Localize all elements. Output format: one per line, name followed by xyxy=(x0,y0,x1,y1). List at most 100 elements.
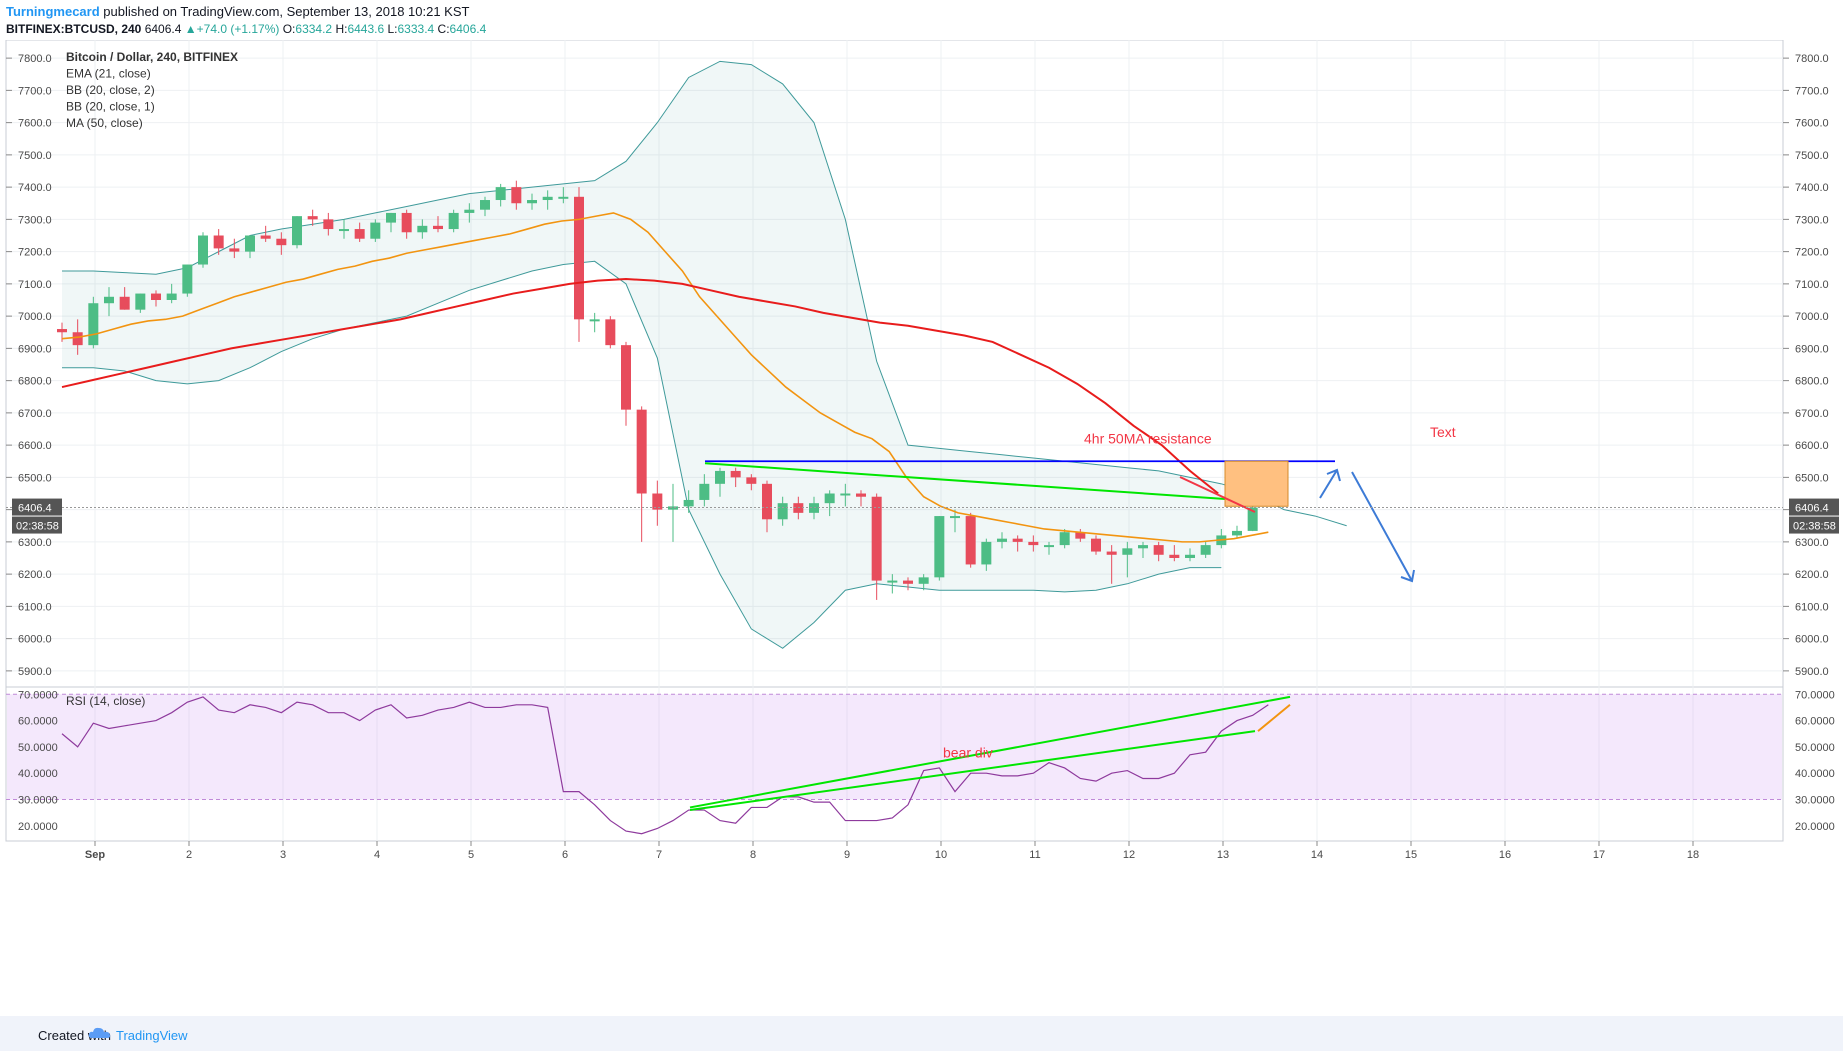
candle-body xyxy=(824,493,835,504)
chart-canvas[interactable]: 7800.0 7800.0 7700.0 7700.0 7600.0 7600.0 7500… xyxy=(0,40,1843,1016)
rsi-tick-label-right: 20.0000 xyxy=(1795,821,1835,833)
time-tick-label: 13 xyxy=(1217,849,1229,861)
bollinger-lower-line xyxy=(62,260,1222,649)
candle-body xyxy=(104,296,114,304)
bear-div-annotation: bear div xyxy=(943,744,993,760)
candle-body xyxy=(903,580,913,584)
candle-body xyxy=(417,225,428,233)
price-tick-label-right: 7800.0 xyxy=(1795,53,1829,65)
time-tick-label: Sep xyxy=(85,849,105,861)
price-tick-label-left: 5900.0 xyxy=(18,666,52,678)
candle-body xyxy=(683,499,694,507)
rsi-tick-label-left: 30.0000 xyxy=(18,795,58,807)
candle-body xyxy=(370,222,381,239)
symbol-label: BITFINEX:BTCUSD, 240 xyxy=(6,22,142,36)
ohlc-low-value: 6333.4 xyxy=(397,22,435,36)
time-tick-label: 18 xyxy=(1687,849,1699,861)
candle-body xyxy=(245,235,255,252)
price-tick-label-right: 6500.0 xyxy=(1795,472,1829,484)
candle-body xyxy=(1075,532,1086,539)
price-tick-label-right: 6800.0 xyxy=(1795,376,1829,388)
candle-body xyxy=(182,264,193,294)
time-tick-label: 6 xyxy=(562,849,568,861)
time-tick-label: 11 xyxy=(1029,849,1040,861)
target-box xyxy=(1224,460,1289,507)
candle-body xyxy=(856,493,866,497)
ohlc-close-label: C: xyxy=(437,22,450,36)
countdown-tag-text: 02:38:58 xyxy=(16,521,59,533)
candle-body xyxy=(1232,530,1242,536)
candle-body xyxy=(589,319,600,322)
candle-body xyxy=(307,216,318,220)
candle-body xyxy=(652,493,663,510)
countdown-tag-right xyxy=(1789,516,1839,534)
candle-body xyxy=(715,470,725,484)
candle-body xyxy=(965,516,976,565)
author-link[interactable]: Turningmecard xyxy=(6,4,100,19)
candle-body xyxy=(950,516,960,519)
ohlc-high-label: H: xyxy=(335,22,348,36)
created-with-label: Created with xyxy=(38,1028,111,1043)
price-tick-label-left: 6900.0 xyxy=(18,343,52,355)
price-tick-label-left: 6700.0 xyxy=(18,408,52,420)
price-tick-label-right: 7600.0 xyxy=(1795,118,1829,130)
candle-body xyxy=(1059,532,1070,546)
candle-body xyxy=(119,296,130,310)
candle-body xyxy=(339,229,349,232)
last-price-tag-right xyxy=(1789,498,1839,516)
candle-body xyxy=(777,503,788,520)
price-tick-label-left: 6800.0 xyxy=(18,376,52,388)
price-tick-label-left: 6100.0 xyxy=(18,601,52,613)
ohlc-open-label: O: xyxy=(282,22,296,36)
candle-body xyxy=(1200,545,1211,555)
rsi-tick-label-left: 20.0000 xyxy=(18,821,58,833)
candle-body xyxy=(1122,548,1133,555)
candle-body xyxy=(1169,554,1180,558)
price-tick-label-right: 6300.0 xyxy=(1795,537,1829,549)
rsi-pane xyxy=(5,686,1784,842)
legend-entry: Bitcoin / Dollar, 240, BITFINEX xyxy=(66,50,238,64)
price-tick-label-right: 6900.0 xyxy=(1795,343,1829,355)
candle-body xyxy=(542,196,553,201)
change-value: +74.0 (+1.17%) xyxy=(196,22,280,36)
time-tick-label: 17 xyxy=(1593,849,1605,861)
candle-body xyxy=(699,483,710,500)
legend-entry: BB (20, close, 2) xyxy=(66,83,155,97)
price-tick-label-left: 7000.0 xyxy=(18,311,52,323)
candle-body xyxy=(840,493,851,496)
published-text: published on TradingView.com, September … xyxy=(103,4,470,19)
rsi-tick-label-left: 70.0000 xyxy=(18,689,58,701)
candle-body xyxy=(401,212,412,233)
candle-body xyxy=(386,212,396,223)
price-tick-label-left: 7100.0 xyxy=(18,279,52,291)
time-tick-label: 2 xyxy=(186,849,192,861)
candle-body xyxy=(433,225,443,230)
price-tick-label-left: 6200.0 xyxy=(18,569,52,581)
time-tick-label: 9 xyxy=(844,849,850,861)
candle-body xyxy=(1138,545,1148,549)
candle-body xyxy=(1153,545,1164,555)
price-tick-label-left: 7500.0 xyxy=(18,150,52,162)
candle-body xyxy=(57,329,67,333)
candle-body xyxy=(495,187,506,201)
resistance-annotation: 4hr 50MA resistance xyxy=(1084,430,1212,446)
candle-body xyxy=(636,409,647,494)
candle-body xyxy=(762,483,772,520)
candle-body xyxy=(527,200,537,204)
candle-body xyxy=(1091,538,1101,552)
tradingview-brand-link[interactable]: TradingView xyxy=(116,1028,188,1043)
candle-body xyxy=(213,235,224,249)
time-tick-label: 10 xyxy=(935,849,947,861)
candle-body xyxy=(135,293,146,310)
last-price: 6406.4 xyxy=(144,22,182,36)
candle-body xyxy=(448,212,459,230)
ohlc-close-value: 6406.4 xyxy=(449,22,487,36)
ohlc-high-value: 6443.6 xyxy=(347,22,385,36)
time-tick-label: 3 xyxy=(280,849,286,861)
price-tick-label-left: 7200.0 xyxy=(18,247,52,259)
price-tick-label-left: 7400.0 xyxy=(18,182,52,194)
price-tick-label-right: 7700.0 xyxy=(1795,85,1829,97)
time-tick-label: 8 xyxy=(750,849,756,861)
tradingview-cloud-icon xyxy=(88,1027,111,1038)
time-tick-label: 16 xyxy=(1499,849,1511,861)
